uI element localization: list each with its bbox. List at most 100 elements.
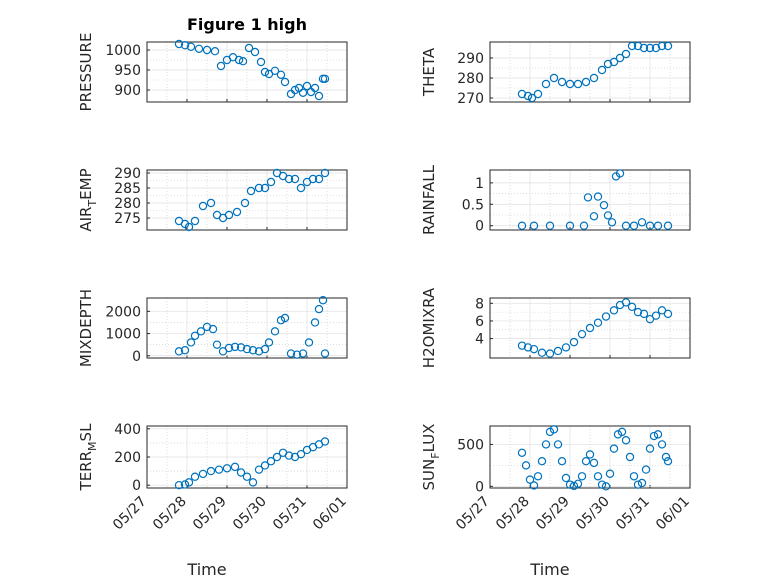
data-point (248, 346, 258, 355)
data-point (621, 49, 631, 59)
axes-frame (146, 425, 348, 489)
axes-frame (489, 41, 691, 103)
data-point (260, 344, 270, 354)
data-point (236, 343, 246, 352)
data-point (577, 472, 587, 481)
data-point (264, 338, 274, 347)
data-point (653, 430, 663, 439)
data-point (581, 456, 591, 466)
data-point (601, 482, 611, 491)
data-point (314, 304, 324, 314)
data-point (206, 466, 216, 476)
data-point (629, 221, 639, 230)
data-point (581, 77, 591, 87)
y-tick-label: 6 (475, 314, 484, 330)
data-point (517, 89, 527, 99)
data-point (553, 440, 563, 449)
y-tick-label: 500 (457, 437, 484, 453)
data-point (232, 207, 242, 217)
data-point (184, 478, 194, 487)
y-axis-label: SUNFLUX (420, 424, 442, 491)
data-point (589, 458, 599, 468)
data-point (629, 472, 639, 481)
data-point (517, 448, 527, 458)
data-point (533, 89, 543, 99)
y-tick-label: 285 (114, 181, 141, 197)
y-tick-label: 900 (114, 83, 141, 99)
data-point (194, 44, 204, 54)
data-point (238, 57, 248, 66)
data-point (224, 343, 234, 353)
x-axis-label: Time (186, 560, 226, 579)
data-point (244, 43, 254, 53)
data-point (180, 480, 190, 489)
data-point (549, 73, 559, 83)
data-point (565, 79, 575, 89)
axes-frame (146, 41, 348, 103)
data-point (298, 349, 308, 358)
data-point (525, 475, 535, 484)
y-axis-label: AIRTEMP (77, 168, 99, 231)
data-point (208, 324, 218, 334)
y-axis-label: MIXDEPTH (77, 289, 95, 367)
data-point (625, 452, 635, 462)
data-point (609, 57, 619, 67)
data-point (621, 298, 631, 307)
data-point (523, 91, 533, 101)
y-tick-label: 280 (114, 196, 141, 212)
data-point (553, 346, 563, 356)
data-point (627, 302, 637, 312)
data-point (641, 465, 651, 474)
data-point (633, 307, 643, 317)
data-point (276, 316, 286, 325)
data-point (260, 67, 270, 77)
y-axis-label: THETA (420, 47, 438, 97)
data-point (224, 210, 234, 220)
data-point (569, 481, 579, 491)
y-tick-label: 950 (114, 63, 141, 79)
data-point (310, 318, 320, 327)
data-point (633, 480, 643, 489)
data-point (320, 437, 330, 446)
data-point (290, 85, 300, 95)
data-point (607, 218, 617, 227)
x-tick-label: 05/28 (493, 494, 533, 534)
data-point (637, 218, 647, 227)
data-point (236, 468, 246, 477)
x-tick-label: 05/29 (190, 494, 230, 534)
data-point (527, 93, 537, 103)
data-point (565, 221, 575, 230)
data-point (609, 306, 619, 315)
data-point (593, 318, 603, 327)
data-point (190, 472, 200, 481)
y-tick-label: 1000 (105, 327, 141, 343)
data-point (184, 222, 194, 232)
data-point (320, 74, 330, 84)
data-point (577, 329, 587, 339)
data-point (649, 431, 659, 441)
data-point (250, 47, 260, 57)
data-point (523, 343, 533, 352)
data-point (206, 198, 216, 208)
data-point (529, 481, 539, 490)
data-point (663, 456, 673, 466)
data-point (557, 456, 567, 466)
data-point (549, 425, 559, 434)
data-point (621, 436, 631, 445)
data-point (661, 452, 671, 462)
data-point (645, 221, 655, 230)
data-point (242, 344, 252, 354)
data-point (320, 168, 330, 178)
data-point (210, 47, 220, 56)
data-point (296, 183, 306, 193)
subplot-terr-msl: 0 200 400 TERRMSL 05/27 05/28 05/29 05/30 05/31 0… (77, 422, 350, 579)
data-point (202, 45, 212, 55)
data-point (541, 440, 551, 449)
data-point (314, 174, 324, 184)
data-point (222, 464, 232, 473)
subplot-h2omixra: 4 6 8 H2OMIXRA (420, 287, 691, 368)
data-point (603, 59, 613, 69)
data-point (637, 478, 647, 488)
subplot-sun-flux: 0 500 SUNFLUX 05/27 05/28 05/29 05/30 05/31 06/0… (420, 424, 693, 579)
y-axis-label: TERRMSL (77, 423, 99, 492)
